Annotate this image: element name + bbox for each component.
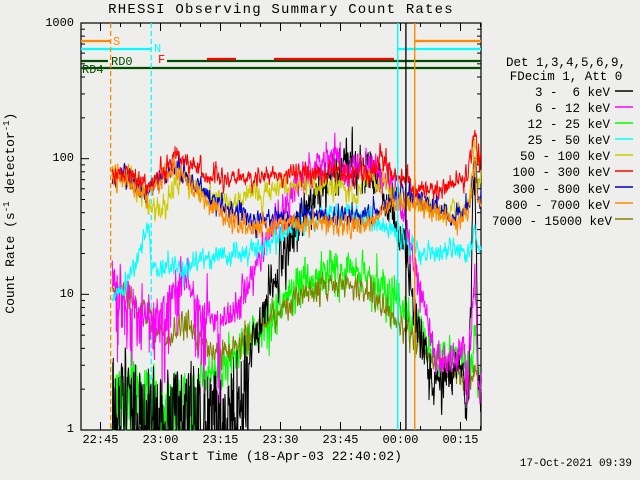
svg-text:S: S (113, 35, 120, 49)
svg-text:RD4: RD4 (82, 63, 104, 77)
svg-text:RD0: RD0 (111, 55, 133, 69)
svg-text:F: F (158, 53, 165, 67)
